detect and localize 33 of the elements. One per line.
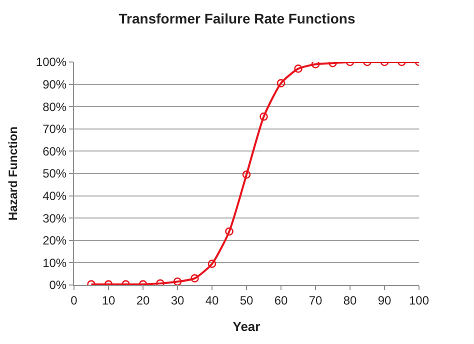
point — [225, 227, 234, 236]
x-tick-label: 60 — [274, 293, 288, 308]
x-tick-label: 90 — [378, 293, 392, 308]
point — [208, 260, 216, 268]
y-tick-label: 60% — [42, 144, 67, 158]
x-axis-title: Year — [232, 319, 260, 334]
y-tick-label: 90% — [42, 78, 67, 92]
chart-title: Transformer Failure Rate Functions — [118, 10, 356, 27]
point — [173, 278, 182, 285]
y-tick-label: 50% — [42, 166, 67, 181]
y-tick-label: 100% — [36, 55, 67, 70]
x-tick-label: 100 — [408, 293, 430, 308]
point — [242, 170, 251, 179]
y-tick-label: 10% — [42, 256, 67, 270]
x-tick-label: 20 — [136, 293, 150, 308]
x-tick-label: 30 — [170, 293, 184, 308]
x-tick-label: 10 — [102, 293, 116, 308]
y-tick-label: 70% — [42, 122, 67, 136]
point — [156, 279, 164, 285]
x-tick-label: 0 — [70, 293, 78, 308]
point — [311, 62, 320, 68]
point — [260, 112, 268, 121]
x-tick-label: 80 — [343, 293, 357, 308]
y-tick-label: 0% — [49, 278, 67, 292]
y-tick-label: 30% — [42, 211, 67, 226]
y-axis-title: Hazard Function — [6, 126, 20, 221]
x-tick-label: 40 — [205, 293, 219, 308]
y-tick-label: 20% — [42, 234, 67, 248]
x-tick-label: 70 — [308, 293, 322, 308]
y-tick-label: 80% — [42, 100, 67, 114]
point — [190, 274, 199, 282]
x-tick-label: 50 — [240, 293, 254, 308]
y-tick-label: 40% — [42, 189, 67, 203]
